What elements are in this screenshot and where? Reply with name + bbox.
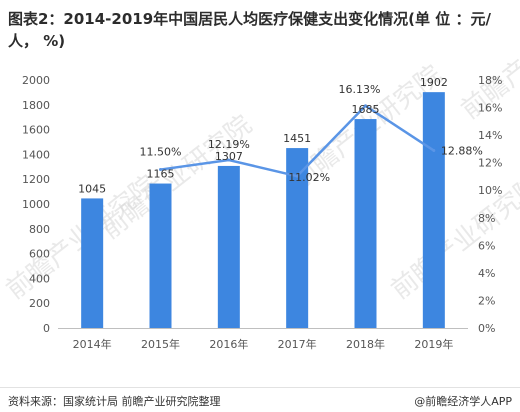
bar-value-label: 1685 [352,103,380,116]
y-left-tick-label: 1400 [22,148,50,161]
line-value-label: 11.50% [140,146,182,159]
y-right-tick-label: 6% [478,239,495,252]
line-value-label: 11.02% [288,171,330,184]
bar [217,165,240,328]
line-point [295,174,299,178]
brand-credit: @前瞻经济学人APP [414,395,512,408]
bar [422,92,445,328]
x-tick-label: 2018年 [346,337,385,351]
y-right-tick-label: 12% [478,157,502,170]
y-left-tick-label: 400 [29,272,50,285]
y-left-tick-label: 200 [29,297,50,310]
chart-canvas: 前瞻产业研究院前瞻产业研究院前瞻产业研究院前瞻产业研究院前瞻产业研究院 0200… [1,0,520,351]
x-tick-label: 2016年 [209,337,248,351]
y-right-tick-label: 2% [478,294,495,307]
line-series [159,104,436,178]
y-left-tick-label: 1200 [22,173,50,186]
y-right-tick-label: 4% [478,267,495,280]
line-value-label: 12.19% [208,138,250,151]
bar [149,183,172,328]
y-right-tick-label: 0% [478,322,495,335]
line-value-label: 12.88% [441,145,483,158]
footer: 资料来源：国家统计局 前瞻产业研究院整理 @前瞻经济学人APP [0,387,520,412]
y-left-tick-label: 1600 [22,124,50,137]
bar-value-label: 1165 [147,168,175,181]
bar-value-label: 1307 [215,150,243,163]
y-right-tick-label: 16% [478,102,502,115]
line-point [159,168,162,172]
bar-value-label: 1451 [283,132,311,145]
y-left-tick-label: 1800 [22,99,50,112]
axes: 0 200 400 600 800 1000 1200 1400 1600 1800 2000 0% 2… [22,74,502,351]
data-labels: 1045 1165 1307 1451 1685 1902 11.50% 12.19% 11.0… [78,76,483,195]
x-tick-label: 2019年 [414,337,453,351]
y-left-tick-label: 600 [29,248,50,261]
x-tick-label: 2015年 [141,337,180,351]
bar [81,198,104,328]
y-right-tick-label: 10% [478,184,502,197]
y-left-tick-label: 800 [29,223,50,236]
bar [286,148,309,328]
bar [354,119,377,328]
line-point [432,149,436,153]
bar-value-label: 1902 [420,76,448,89]
x-tick-label: 2014年 [73,337,112,351]
y-left-tick-label: 1000 [22,198,50,211]
source-note: 资料来源：国家统计局 前瞻产业研究院整理 [8,395,221,408]
line-point [227,158,231,162]
line-value-label: 16.13% [339,83,381,96]
y-left-tick-label: 2000 [22,74,50,87]
y-left-tick-label: 0 [43,322,50,335]
x-tick-label: 2017年 [278,337,317,351]
chart-title: 图表2：2014-2019年中国居民人均医疗保健支出变化情况(单 位 ：元/人，… [8,10,491,50]
y-right-tick-label: 8% [478,212,495,225]
y-right-tick-label: 18% [478,74,502,87]
bar-value-label: 1045 [78,182,106,195]
bar-series [81,92,445,328]
y-right-tick-label: 14% [478,129,502,142]
line-point [364,104,367,108]
